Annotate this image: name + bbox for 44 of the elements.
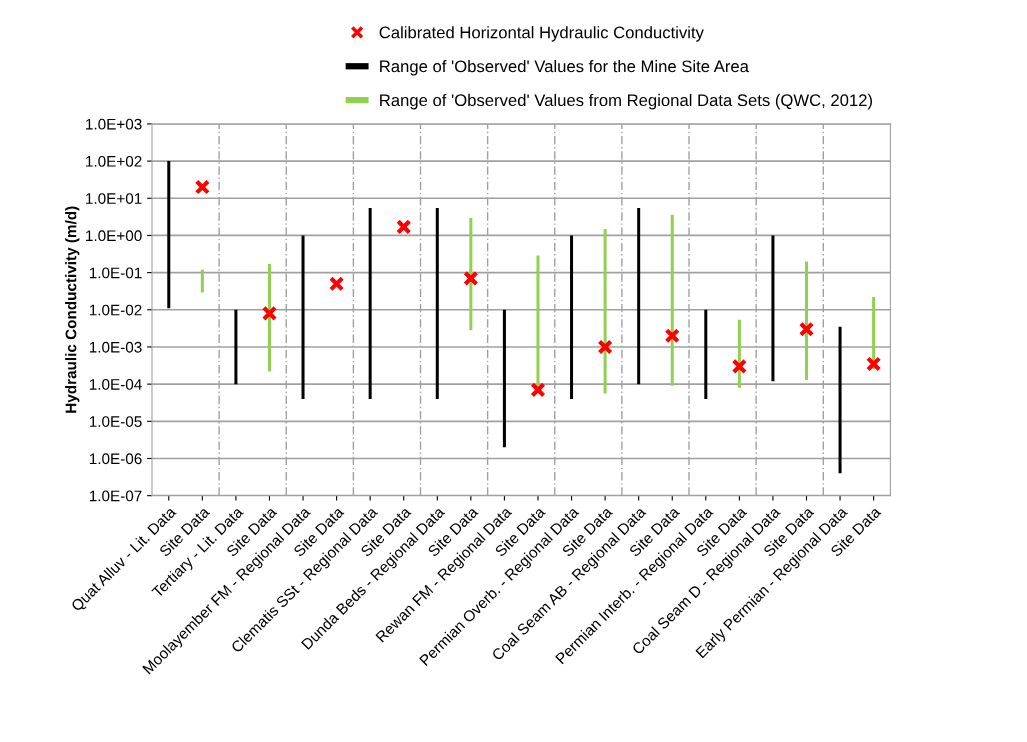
- bar: [368, 207, 372, 399]
- bar: [771, 235, 775, 382]
- y-tick-label: 1.0E-03: [89, 341, 142, 353]
- y-tick-label: 1.0E+01: [86, 193, 142, 204]
- legend-label: Range of 'Observed' Values from Regional Data Sets (QWC, 2012): [380, 93, 872, 110]
- bar: [670, 214, 674, 386]
- y-tick-label: 1.0E-05: [89, 416, 142, 427]
- bar: [704, 309, 708, 399]
- point: [463, 270, 479, 287]
- y-tick-label: 1.0E-07: [89, 490, 142, 502]
- bar: [536, 255, 540, 388]
- point: [194, 179, 210, 195]
- bar: [502, 309, 506, 448]
- bar: [267, 264, 271, 372]
- bar: [200, 269, 204, 293]
- y-tick-label: 1.0E+00: [86, 230, 142, 242]
- bar: [838, 326, 842, 474]
- point: [865, 356, 882, 372]
- y-axis-title: Hydraulic Conductivity (m/d): [65, 206, 80, 413]
- bar: [234, 309, 238, 385]
- point: [396, 219, 412, 235]
- bar: [435, 207, 439, 399]
- point: [530, 382, 546, 398]
- legend-label: Calibrated Horizontal Hydraulic Conductivity: [379, 26, 704, 42]
- point: [597, 339, 613, 355]
- point: [261, 305, 278, 322]
- bar: [603, 228, 607, 394]
- y-tick-label: 1.0E-02: [89, 304, 142, 316]
- y-tick-label: 1.0E+03: [86, 118, 142, 130]
- y-tick-label: 1.0E-04: [89, 379, 142, 390]
- y-tick-label: 1.0E-01: [89, 267, 142, 279]
- bar: [570, 235, 574, 399]
- point: [731, 358, 748, 375]
- bar: [804, 261, 809, 380]
- y-tick-label: 1.0E-06: [89, 453, 142, 465]
- bar: [167, 161, 171, 309]
- legend-label: Range of 'Observed' Values for the Mine Site Area: [380, 60, 749, 76]
- bar: [301, 235, 305, 399]
- bar: [469, 217, 473, 331]
- point: [328, 276, 345, 292]
- bar: [637, 207, 641, 385]
- point: [664, 328, 680, 344]
- y-tick-label: 1.0E+02: [86, 155, 142, 167]
- point: [798, 321, 815, 337]
